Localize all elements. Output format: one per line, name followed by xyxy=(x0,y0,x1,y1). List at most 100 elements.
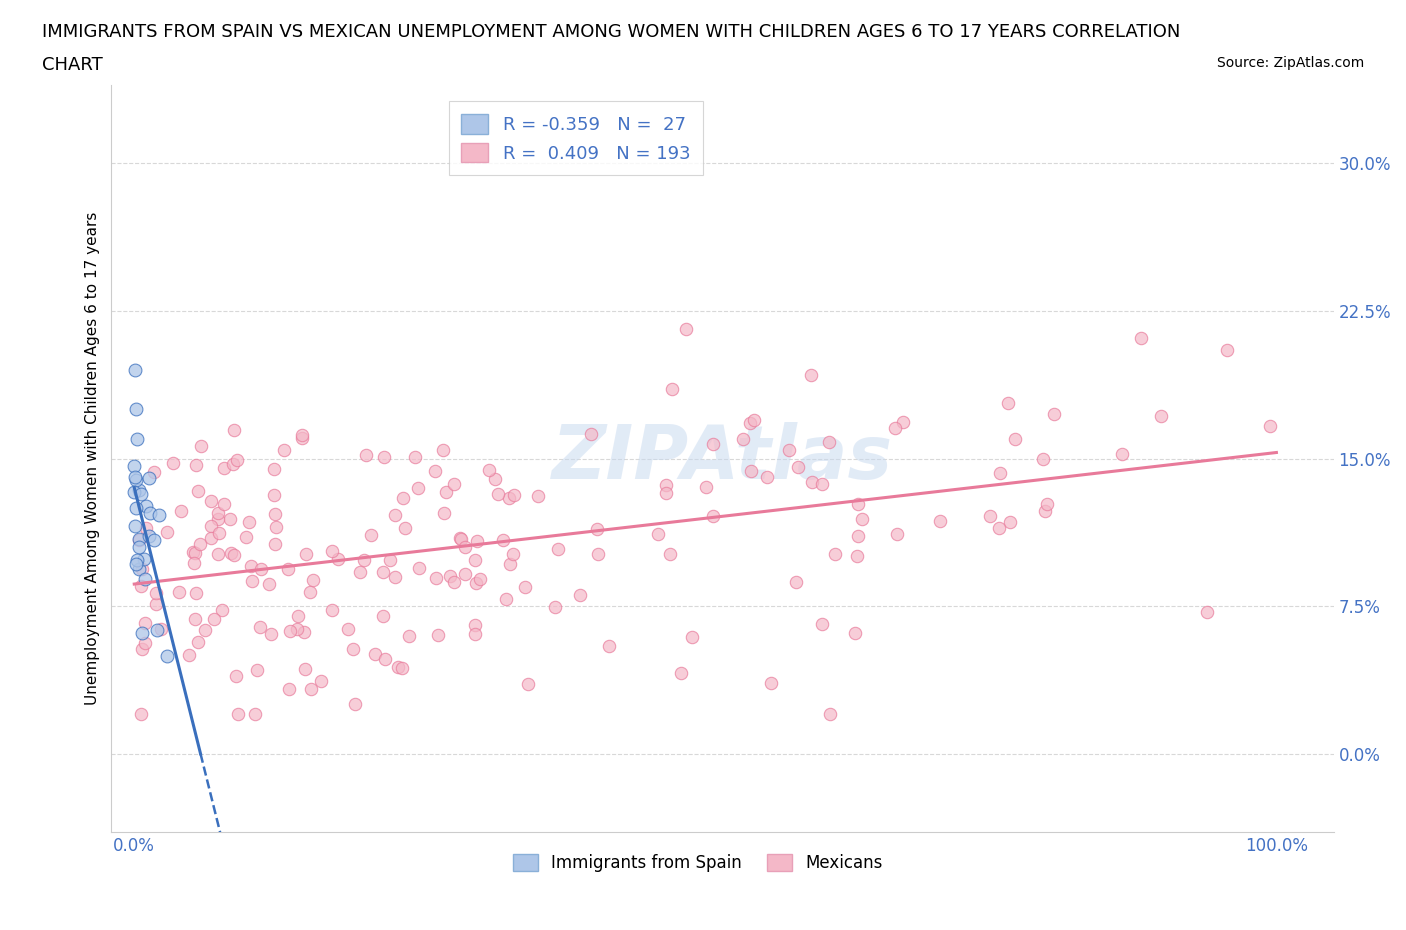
Point xyxy=(598,639,620,654)
Point xyxy=(432,442,454,457)
Point xyxy=(486,487,509,502)
Point xyxy=(222,457,245,472)
Point xyxy=(124,519,146,534)
Point xyxy=(138,528,160,543)
Point xyxy=(498,491,520,506)
Point xyxy=(929,514,952,529)
Point xyxy=(404,450,426,465)
Point xyxy=(138,506,160,521)
Point xyxy=(392,490,415,505)
Point xyxy=(1216,343,1239,358)
Point xyxy=(135,498,157,513)
Point xyxy=(1258,418,1281,433)
Point xyxy=(495,591,517,606)
Point xyxy=(443,575,465,590)
Point xyxy=(124,458,146,473)
Point xyxy=(800,474,823,489)
Point xyxy=(125,556,148,571)
Point xyxy=(669,666,692,681)
Point xyxy=(1004,432,1026,446)
Point xyxy=(478,463,501,478)
Point xyxy=(184,612,207,627)
Point xyxy=(384,569,406,584)
Point xyxy=(226,707,249,722)
Point xyxy=(183,556,205,571)
Point xyxy=(156,648,179,663)
Point xyxy=(249,619,271,634)
Point xyxy=(148,508,170,523)
Point xyxy=(443,477,465,492)
Point xyxy=(326,551,349,566)
Point xyxy=(124,501,146,516)
Point xyxy=(464,552,486,567)
Point xyxy=(484,472,506,486)
Point xyxy=(759,675,782,690)
Point xyxy=(190,439,212,454)
Point xyxy=(131,707,153,722)
Point xyxy=(439,569,461,584)
Point xyxy=(302,573,325,588)
Point xyxy=(343,697,366,711)
Point xyxy=(224,422,246,437)
Point xyxy=(128,539,150,554)
Point xyxy=(260,626,283,641)
Point xyxy=(884,421,907,436)
Point xyxy=(979,508,1001,523)
Point xyxy=(149,621,172,636)
Point xyxy=(470,572,492,587)
Point xyxy=(243,707,266,722)
Point xyxy=(200,494,222,509)
Legend: Immigrants from Spain, Mexicans: Immigrants from Spain, Mexicans xyxy=(505,845,891,880)
Point xyxy=(145,596,167,611)
Point xyxy=(287,608,309,623)
Point xyxy=(214,497,236,512)
Point xyxy=(207,505,229,520)
Point xyxy=(131,578,153,593)
Point xyxy=(738,416,761,431)
Point xyxy=(354,447,377,462)
Point xyxy=(398,629,420,644)
Point xyxy=(433,505,456,520)
Point xyxy=(371,608,394,623)
Point xyxy=(579,426,602,441)
Point xyxy=(425,570,447,585)
Point xyxy=(846,549,869,564)
Point xyxy=(219,512,242,526)
Point xyxy=(655,478,678,493)
Point xyxy=(309,673,332,688)
Point xyxy=(183,546,205,561)
Point xyxy=(156,525,179,539)
Point xyxy=(259,577,281,591)
Point xyxy=(200,531,222,546)
Point xyxy=(1032,452,1054,467)
Point xyxy=(544,600,567,615)
Point xyxy=(187,635,209,650)
Point xyxy=(225,669,247,684)
Point xyxy=(134,615,156,630)
Point xyxy=(702,509,724,524)
Point xyxy=(733,432,755,446)
Point xyxy=(851,512,873,527)
Point xyxy=(353,552,375,567)
Point xyxy=(391,660,413,675)
Point xyxy=(222,548,245,563)
Point xyxy=(124,363,146,378)
Point xyxy=(292,625,315,640)
Point xyxy=(997,396,1019,411)
Point xyxy=(285,622,308,637)
Point xyxy=(1036,497,1059,512)
Point xyxy=(214,461,236,476)
Point xyxy=(436,485,458,499)
Point xyxy=(425,463,447,478)
Point xyxy=(295,547,318,562)
Point xyxy=(181,545,204,560)
Point xyxy=(408,561,430,576)
Point xyxy=(513,579,536,594)
Point xyxy=(449,531,471,546)
Point xyxy=(188,537,211,551)
Point xyxy=(264,537,287,551)
Point xyxy=(294,662,316,677)
Point xyxy=(202,612,225,627)
Point xyxy=(278,624,301,639)
Point xyxy=(373,449,395,464)
